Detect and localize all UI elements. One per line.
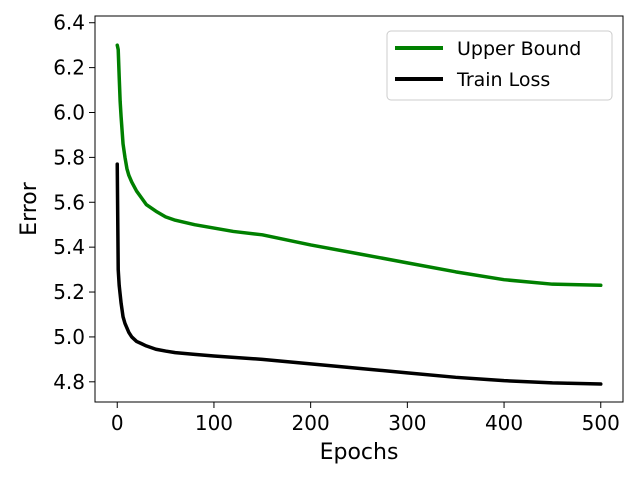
x-tick-label: 100	[195, 411, 233, 435]
y-tick-label: 6.0	[53, 101, 85, 125]
y-tick-label: 6.4	[53, 11, 85, 35]
y-tick-label: 6.2	[53, 56, 85, 80]
x-axis: 0 100 200 300 400 500	[111, 402, 620, 435]
x-tick-label: 0	[111, 411, 124, 435]
legend-label-train-loss: Train Loss	[456, 69, 550, 91]
plot-area-border	[94, 15, 624, 403]
y-tick-label: 4.8	[53, 370, 85, 394]
x-tick-label: 300	[388, 411, 426, 435]
y-tick-label: 5.8	[53, 145, 85, 169]
y-tick-label: 5.2	[53, 280, 85, 304]
series-line-upper-bound	[115, 43, 603, 288]
legend: Upper Bound Train Loss	[386, 30, 613, 101]
y-tick-label: 5.6	[53, 190, 85, 214]
legend-label-upper-bound: Upper Bound	[457, 38, 581, 60]
y-tick-label: 5.0	[53, 325, 85, 349]
series-line-train-loss	[115, 162, 603, 386]
y-axis-label: Error	[17, 181, 42, 236]
x-tick-label: 500	[582, 411, 620, 435]
x-tick-label: 400	[485, 411, 523, 435]
y-axis: 4.8 5.0 5.2 5.4 5.6 5.8 6.0 6.2 6.4	[53, 11, 95, 394]
x-axis-label: Epochs	[320, 440, 399, 465]
legend-frame	[386, 30, 613, 101]
series-layer	[115, 43, 603, 386]
x-tick-label: 200	[292, 411, 330, 435]
y-tick-label: 5.4	[53, 235, 85, 259]
